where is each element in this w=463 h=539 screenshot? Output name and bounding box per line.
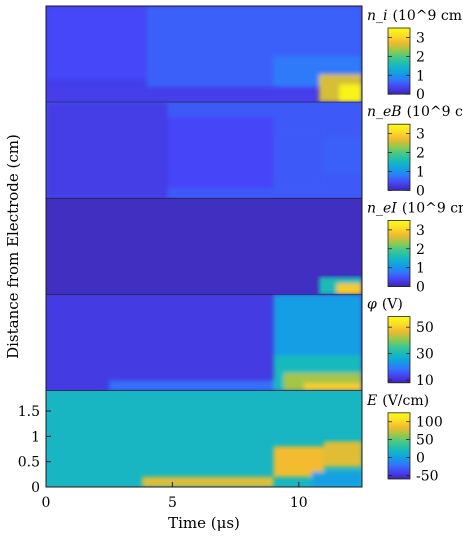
colorbar-neB-variable: n_eB (367, 104, 402, 120)
colorbar-ni-label: n_i (10^9 cm^-3) (367, 8, 463, 24)
colorbar-neB-tick-label-0: 0 (416, 183, 425, 199)
panel-neB-region-3 (324, 137, 362, 174)
panel-E-region-2 (324, 441, 362, 467)
y-tick-label-3: 1.5 (18, 404, 40, 420)
y-axis-label: Distance from Electrode (cm) (4, 134, 22, 359)
x-tick-label-2: 10 (290, 495, 308, 511)
colorbar-neI: 0 1 2 3 n_eI (10^9 cm^-3) (367, 200, 463, 295)
colorbar-phi-unit: (V) (382, 297, 403, 313)
panel-neB (46, 102, 362, 199)
panel-phi (46, 294, 362, 391)
x-tick-label-1: 5 (168, 495, 177, 511)
colorbar-neI-label: n_eI (10^9 cm^-3) (367, 200, 463, 216)
colorbar-ni-tick-label-1: 1 (416, 68, 425, 84)
colorbar-E: -500 50 100 E (V/cm) (366, 393, 443, 485)
colorbar-neI-tick-label-2: 2 (416, 242, 425, 258)
colorbar-ni-tick-label-2: 2 (416, 49, 425, 65)
y-tick-label-1: 0.5 (18, 455, 40, 471)
colorbar-neI-tick-label-0: 0 (416, 280, 425, 296)
colorbar-neI-unit: (10^9 cm^-3) (402, 200, 463, 216)
panel-phi-region-4 (303, 383, 362, 391)
colorbar-neB-tick-label-3: 3 (416, 127, 425, 143)
colorbar-neB-unit: (10^9 cm^-3) (407, 104, 463, 120)
colorbar-E-label: E (V/cm) (366, 393, 429, 409)
panel-E-region-0 (142, 476, 274, 487)
panel-E-region-3 (311, 471, 362, 487)
colorbar-neB-scale (387, 123, 411, 191)
colorbar-phi-scale (387, 316, 411, 384)
colorbar-neB-label: n_eB (10^9 cm^-3) (367, 104, 463, 120)
colorbar-E-tick-label-3: 100 (416, 415, 443, 431)
colorbar-phi-label: φ (V) (367, 297, 403, 313)
plot-frame (45, 5, 363, 488)
colorbar-neB: 0 1 2 3 n_eB (10^9 cm^-3) (367, 104, 463, 199)
panel-ni (46, 6, 362, 103)
y-tick-label-0: 0 (31, 480, 40, 496)
colorbar-phi-tick-label-2: 50 (416, 320, 434, 336)
colorbar-ni-variable: n_i (367, 8, 388, 24)
panel-phi-region-0 (109, 380, 274, 391)
colorbar-E-tick-label-2: 50 (416, 433, 434, 449)
panel-neI-background (46, 198, 362, 295)
panel-neI (46, 198, 362, 295)
panel-neB-region-0 (46, 102, 168, 199)
colorbar-neI-tick-label-3: 3 (416, 223, 425, 239)
panel-neB-region-2 (273, 127, 325, 189)
panel-ni-region-0 (46, 6, 148, 80)
colorbar-ni: 0 1 2 3 n_i (10^9 cm^-3) (367, 8, 463, 103)
colorbar-neB-tick-label-2: 2 (416, 146, 425, 162)
x-tick-label-0: 0 (42, 495, 51, 511)
colorbar-neB-tick-label-1: 1 (416, 164, 425, 180)
colorbar-phi-tick-label-0: 10 (416, 373, 434, 389)
panel-neB-region-1 (167, 117, 274, 189)
panel-E (46, 390, 362, 487)
colorbar-E-variable: E (366, 393, 377, 409)
colorbar-E-scale (387, 412, 411, 480)
colorbar-phi: 10 30 50 φ (V) (367, 297, 434, 390)
panel-neI-region-1 (336, 283, 362, 295)
x-axis-label: Time (μs) (168, 514, 240, 532)
colorbar-E-tick-label-1: 0 (416, 451, 425, 467)
y-tick-label-2: 1 (31, 429, 40, 445)
colorbar-neI-scale (387, 219, 411, 287)
colorbar-ni-tick-label-0: 0 (416, 87, 425, 103)
colorbar-neI-variable: n_eI (367, 200, 397, 216)
colorbar-neI-tick-label-1: 1 (416, 261, 425, 277)
colorbar-ni-unit: (10^9 cm^-3) (393, 8, 463, 24)
colorbar-ni-tick-label-3: 3 (416, 30, 425, 46)
colorbar-phi-variable: φ (367, 297, 377, 313)
colorbar-E-unit: (V/cm) (382, 393, 429, 409)
panel-ni-region-4 (339, 84, 362, 103)
colorbar-E-tick-label-0: -50 (416, 468, 439, 484)
colorbar-ni-scale (387, 27, 411, 95)
colorbar-phi-tick-label-1: 30 (416, 347, 434, 363)
